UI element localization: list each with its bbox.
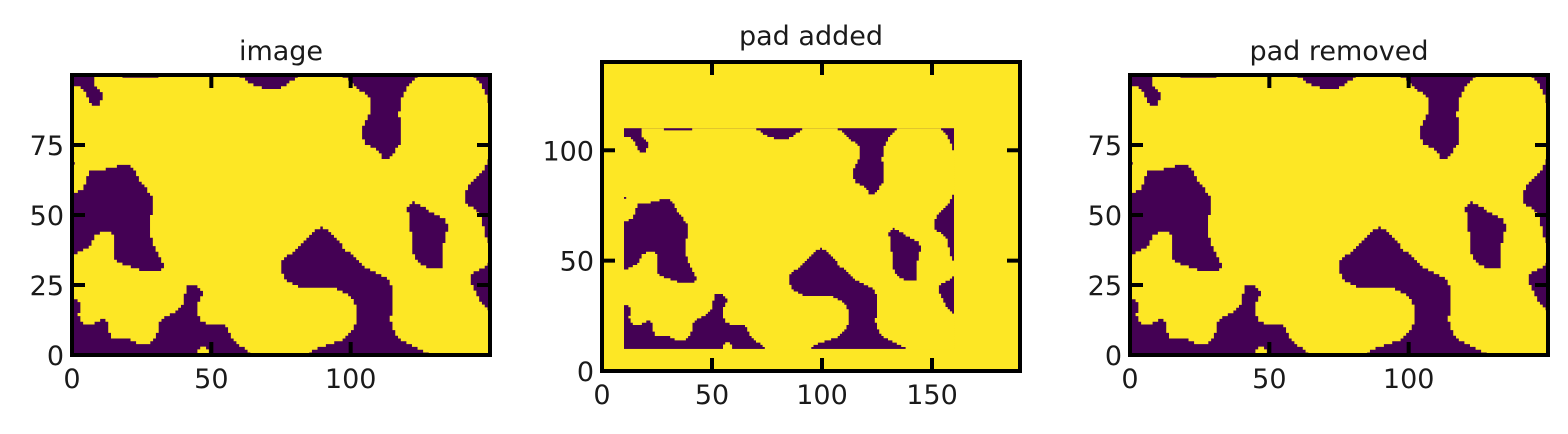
y-tick-label: 100	[542, 136, 594, 167]
x-tick-label: 50	[695, 380, 729, 411]
y-tick-label: 50	[560, 247, 594, 278]
y-tick-label: 25	[1088, 271, 1122, 302]
x-tick-label: 150	[906, 380, 958, 411]
y-tick-label: 25	[30, 271, 64, 302]
y-tick-label: 50	[1088, 201, 1122, 232]
x-tick-label: 50	[1252, 364, 1286, 395]
x-tick-label: 100	[325, 364, 377, 395]
heatmap-cells	[71, 75, 491, 356]
y-tick-label: 0	[47, 341, 64, 372]
y-tick-label: 0	[1105, 341, 1122, 372]
panel-3-title: pad removed	[1249, 36, 1428, 67]
y-tick-label: 75	[30, 131, 64, 162]
panel-2-title: pad added	[739, 21, 883, 52]
panel-1-image: 0 50 100 0 25 50 75	[30, 73, 492, 395]
panel-2-pad-added: 0 50 100 150 0 50 100	[542, 60, 1022, 411]
x-tick-label: 100	[796, 380, 848, 411]
y-tick-label: 0	[577, 357, 594, 388]
y-tick-label: 75	[1088, 131, 1122, 162]
x-tick-label: 0	[1121, 364, 1138, 395]
x-tick-label: 0	[593, 380, 610, 411]
y-tick-label: 50	[30, 201, 64, 232]
x-tick-label: 100	[1383, 364, 1435, 395]
panel-1-title: image	[239, 36, 323, 67]
panel-3-pad-removed: 0 50 100 0 25 50 75	[1088, 73, 1550, 395]
x-tick-label: 0	[63, 364, 80, 395]
heatmap-cells	[624, 128, 955, 350]
x-tick-label: 50	[194, 364, 228, 395]
heatmap-cells	[1130, 75, 1549, 356]
axes-frame	[600, 60, 1022, 373]
